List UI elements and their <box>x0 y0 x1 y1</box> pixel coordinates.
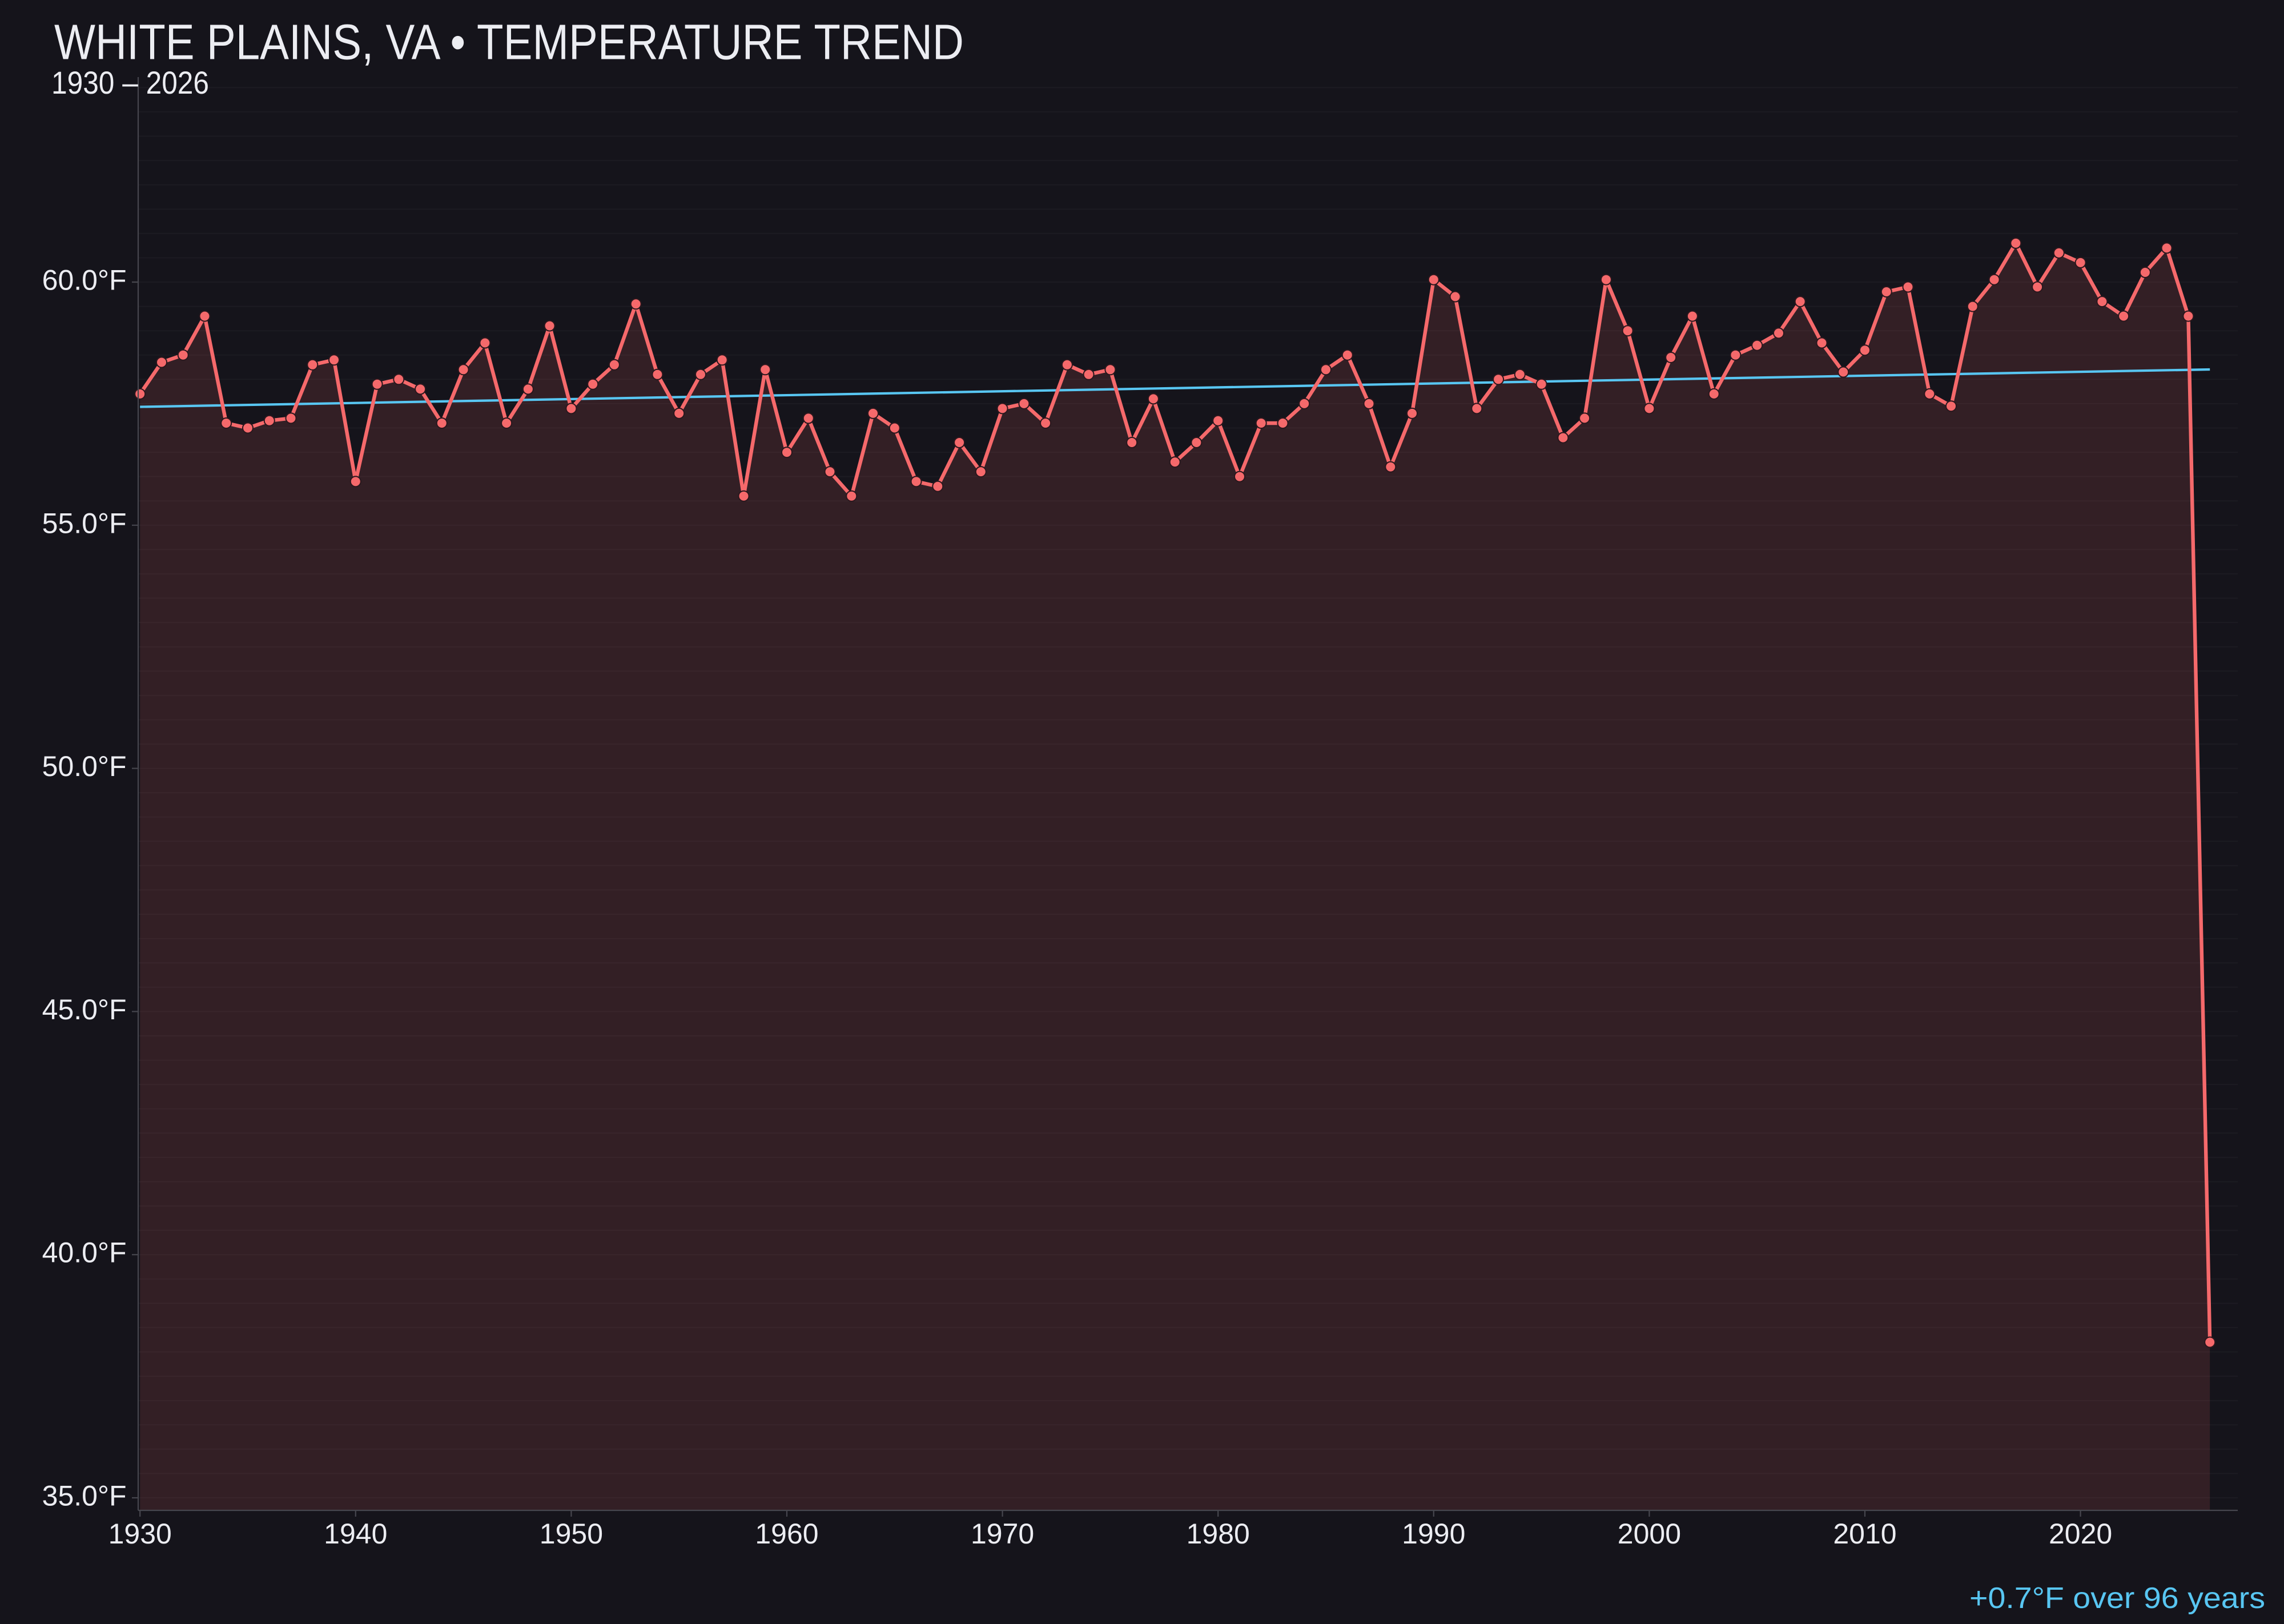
svg-text:45.0°F: 45.0°F <box>42 994 127 1026</box>
svg-text:1930: 1930 <box>108 1518 172 1550</box>
svg-text:1990: 1990 <box>1402 1518 1465 1550</box>
svg-text:2000: 2000 <box>1618 1518 1681 1550</box>
svg-text:55.0°F: 55.0°F <box>42 507 127 539</box>
svg-text:35.0°F: 35.0°F <box>42 1480 127 1512</box>
svg-text:1930 – 2026: 1930 – 2026 <box>51 65 209 101</box>
svg-text:50.0°F: 50.0°F <box>42 750 127 782</box>
svg-text:1960: 1960 <box>755 1518 818 1550</box>
svg-text:1980: 1980 <box>1187 1518 1250 1550</box>
svg-text:+0.7°F over 96 years: +0.7°F over 96 years <box>1969 1582 2265 1615</box>
svg-text:60.0°F: 60.0°F <box>42 264 127 296</box>
svg-text:1970: 1970 <box>971 1518 1034 1550</box>
svg-text:2010: 2010 <box>1833 1518 1896 1550</box>
svg-text:1950: 1950 <box>540 1518 603 1550</box>
svg-text:2020: 2020 <box>2049 1518 2112 1550</box>
svg-text:1940: 1940 <box>324 1518 387 1550</box>
svg-text:WHITE PLAINS, VA • TEMPERATURE: WHITE PLAINS, VA • TEMPERATURE TREND <box>54 15 964 70</box>
svg-text:40.0°F: 40.0°F <box>42 1237 127 1269</box>
